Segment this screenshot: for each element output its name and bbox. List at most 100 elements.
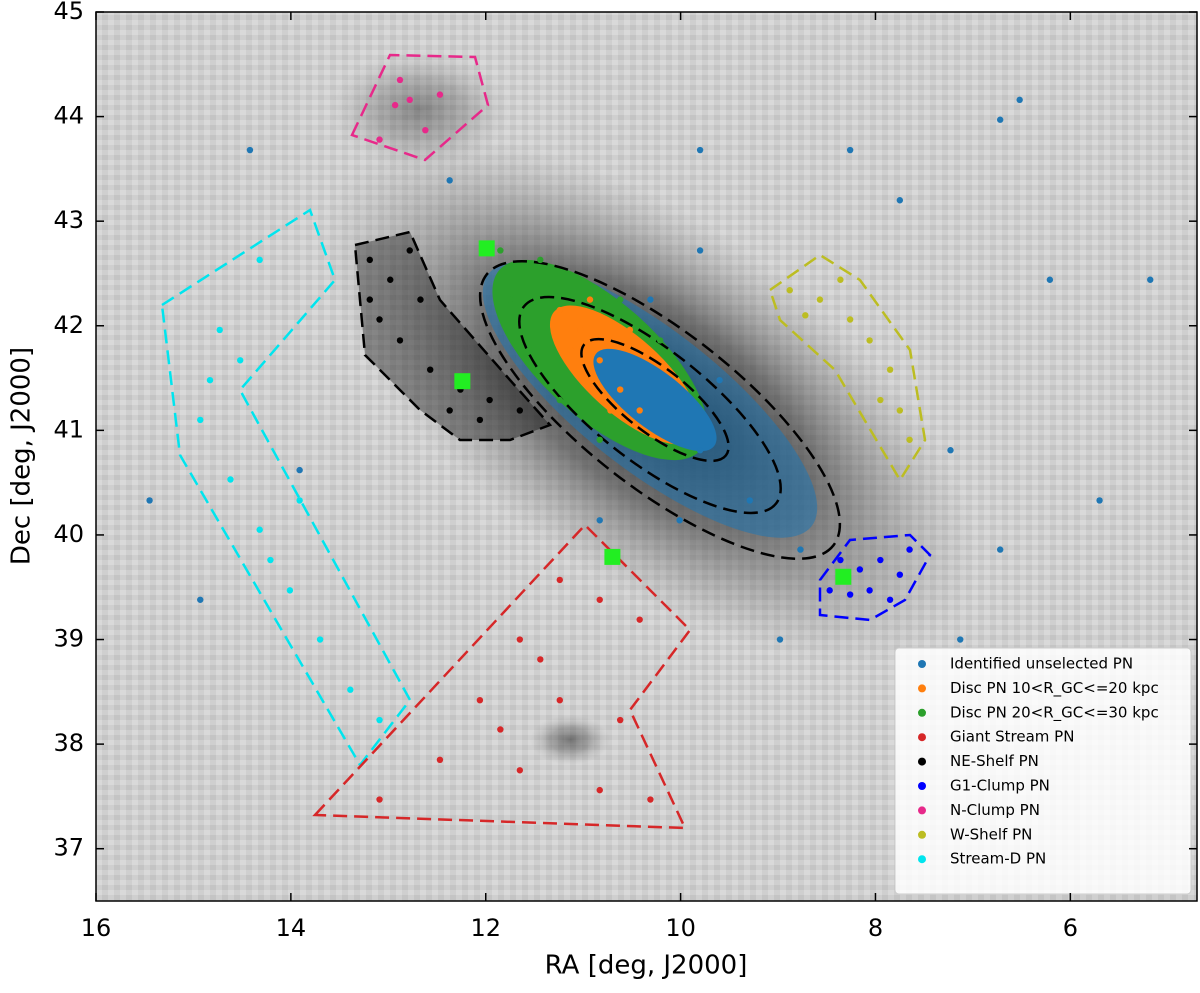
point <box>476 696 484 704</box>
point <box>556 696 563 704</box>
point <box>497 247 504 254</box>
y-axis-label: Dec [deg, J2000] <box>7 347 37 565</box>
x-axis-label: RA [deg, J2000] <box>545 951 748 981</box>
point <box>616 386 624 393</box>
legend-label: Giant Stream PN <box>950 728 1074 746</box>
point <box>422 126 429 134</box>
legend-marker <box>918 806 926 815</box>
points <box>146 76 1154 803</box>
point <box>406 96 413 104</box>
point <box>567 346 574 354</box>
legend-marker <box>918 830 926 839</box>
point <box>996 116 1004 123</box>
point <box>387 276 394 283</box>
point <box>286 587 294 594</box>
x-tick-label: 10 <box>665 914 696 942</box>
point <box>417 296 424 303</box>
point <box>216 326 223 334</box>
point <box>696 146 704 154</box>
legend-label: W-Shelf PN <box>950 825 1032 843</box>
point <box>837 276 844 283</box>
legend-marker <box>918 757 926 766</box>
point <box>1096 497 1103 504</box>
point <box>227 476 234 483</box>
point <box>556 396 563 404</box>
legend-label: Disc PN 10<R_GC<=20 kpc <box>950 679 1159 698</box>
point <box>256 526 263 533</box>
point <box>676 517 683 524</box>
point <box>696 447 704 454</box>
point <box>586 296 594 303</box>
point <box>647 296 654 303</box>
point <box>616 296 624 303</box>
plot-frame <box>95 11 1198 902</box>
point <box>446 177 453 184</box>
y-tick-label: 43 <box>53 206 84 234</box>
point <box>596 596 603 603</box>
x-tick-label: 16 <box>81 914 112 942</box>
x-tick-label: 12 <box>470 914 501 942</box>
point <box>516 636 524 643</box>
legend-label: Disc PN 20<R_GC<=30 kpc <box>950 703 1159 722</box>
point <box>656 337 664 344</box>
highlight-marker <box>478 240 495 257</box>
y-tick-label: 37 <box>53 834 84 862</box>
point <box>886 596 894 603</box>
point <box>846 591 854 598</box>
y-tick-label: 44 <box>53 102 84 130</box>
legend-box <box>894 647 1192 895</box>
point <box>376 796 383 803</box>
y-tick-label: 41 <box>53 415 84 443</box>
point <box>296 466 303 474</box>
point <box>746 497 753 504</box>
point <box>826 587 833 594</box>
point <box>647 796 654 803</box>
y-tick-label: 40 <box>53 520 84 548</box>
x-tick-label: 14 <box>276 914 307 942</box>
point <box>316 636 324 643</box>
point <box>886 366 894 373</box>
point <box>537 656 544 663</box>
point <box>246 146 254 154</box>
point <box>296 497 303 504</box>
legend-label: Identified unselected PN <box>950 655 1133 673</box>
point <box>516 407 524 414</box>
point <box>816 296 824 303</box>
point <box>526 346 533 354</box>
point <box>267 556 274 564</box>
point <box>516 767 524 774</box>
point <box>906 546 913 553</box>
point <box>596 786 603 794</box>
point <box>366 256 373 264</box>
legend-label: G1-Clump PN <box>950 777 1050 795</box>
point <box>556 576 563 584</box>
point <box>856 566 864 573</box>
point <box>406 247 413 254</box>
point <box>957 636 964 643</box>
point <box>906 436 913 443</box>
point <box>577 326 584 334</box>
point <box>446 407 453 414</box>
point <box>237 357 244 364</box>
point <box>436 756 444 764</box>
legend-marker <box>918 684 926 693</box>
point <box>776 636 784 643</box>
point <box>436 91 444 98</box>
point <box>802 312 809 319</box>
point <box>596 517 603 524</box>
point <box>846 146 854 154</box>
point <box>896 407 904 414</box>
y-tick-label: 38 <box>53 729 84 757</box>
point <box>696 247 704 254</box>
point <box>596 357 603 364</box>
legend-marker <box>918 733 926 742</box>
point <box>596 436 603 443</box>
point <box>896 571 904 578</box>
point <box>396 337 404 344</box>
point <box>497 726 504 733</box>
point <box>1147 276 1154 283</box>
point <box>376 136 383 143</box>
point <box>866 337 873 344</box>
point <box>1016 96 1023 104</box>
